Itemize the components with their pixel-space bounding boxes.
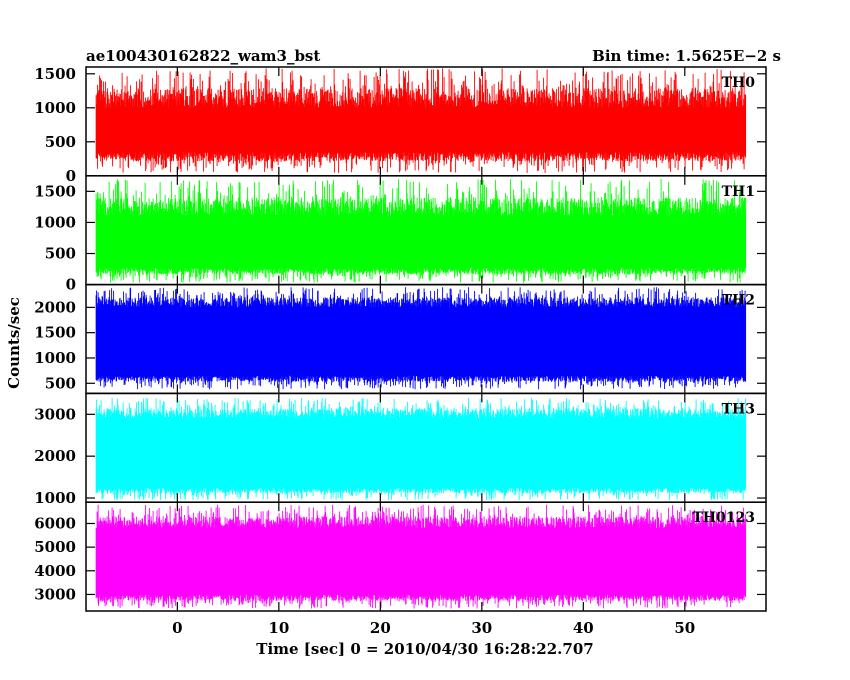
panel-label: TH2 (722, 293, 755, 309)
x-tick-label: 20 (370, 619, 391, 637)
y-tick-label: 3000 (34, 405, 76, 423)
y-tick-label: 500 (45, 374, 76, 392)
x-tick-label: 0 (172, 619, 182, 637)
x-tick-label: 30 (471, 619, 492, 637)
y-tick-label: 1000 (34, 213, 76, 231)
y-tick-label: 4000 (34, 562, 76, 580)
y-tick-label: 0 (66, 167, 76, 185)
y-tick-label: 1500 (34, 65, 76, 83)
panel-th0: 0 500 1000 1500 TH0 (34, 65, 767, 185)
chart-title-left: ae100430162822_wam3_bst (86, 47, 320, 65)
y-tick-label: 5000 (34, 538, 76, 556)
panel-label: TH3 (722, 401, 755, 417)
series-trace-th3 (95, 397, 747, 501)
y-tick-label: 2000 (34, 298, 76, 316)
panel-label: TH0123 (692, 510, 755, 526)
series-trace-th0 (95, 68, 747, 173)
panel-label: TH1 (722, 184, 755, 200)
panel-th0123: 3000 4000 5000 6000 TH0123 (34, 501, 767, 612)
x-tick-label: 40 (573, 619, 594, 637)
y-tick-label: 6000 (34, 514, 76, 532)
y-tick-label: 3000 (34, 585, 76, 603)
panel-label: TH0 (722, 75, 756, 91)
y-tick-label: 1500 (34, 182, 76, 200)
y-tick-label: 2000 (34, 447, 76, 465)
panel-th3: 1000 2000 3000 TH3 (34, 392, 767, 507)
chart-title-right: Bin time: 1.5625E−2 s (592, 47, 781, 65)
x-tick-label: 50 (674, 619, 695, 637)
y-tick-label: 1000 (34, 349, 76, 367)
series-trace-th1 (95, 178, 747, 283)
y-tick-label: 500 (45, 245, 76, 263)
series-trace-th2 (95, 287, 747, 390)
y-axis-label: Counts/sec (5, 297, 23, 389)
panel-th1: 0 500 1000 1500 TH1 (34, 175, 767, 294)
y-tick-label: 0 (66, 276, 76, 294)
y-tick-label: 500 (45, 133, 76, 151)
y-tick-label: 1000 (34, 99, 76, 117)
y-tick-label: 1000 (34, 489, 76, 507)
x-axis-label: Time [sec] 0 = 2010/04/30 16:28:22.707 (256, 640, 593, 658)
y-tick-label: 1500 (34, 324, 76, 342)
panel-frame (85, 501, 767, 612)
panel-th2: 500 1000 1500 2000 TH2 (34, 283, 767, 395)
series-trace-th0123 (95, 504, 747, 609)
x-tick-label: 10 (268, 619, 289, 637)
